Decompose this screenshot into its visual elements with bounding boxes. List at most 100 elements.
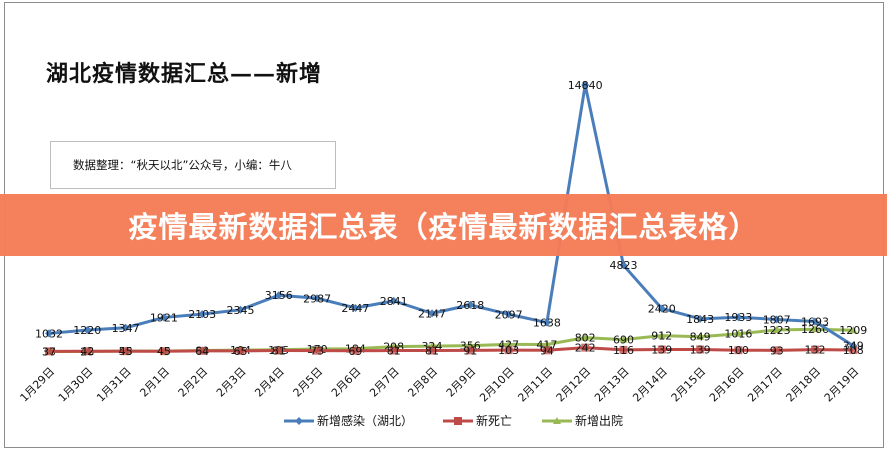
data-label: 45	[119, 345, 133, 358]
data-label: 94	[540, 344, 554, 357]
data-label: 73	[310, 345, 324, 358]
data-point-marker	[581, 81, 590, 89]
data-label: 81	[425, 345, 439, 358]
x-axis-tick-label: 2月2日	[176, 365, 211, 400]
data-label: 1209	[839, 324, 867, 337]
data-point-marker	[313, 294, 322, 303]
data-point-marker	[657, 345, 666, 354]
x-axis-tick-label: 2月8日	[405, 365, 440, 400]
data-point-marker	[351, 303, 360, 312]
data-label: 37	[42, 345, 56, 358]
diamond-marker-icon	[284, 416, 314, 425]
data-label: 2147	[418, 307, 446, 320]
x-axis-tick-label: 2月17日	[745, 365, 785, 405]
x-axis-tick-label: 2月1日	[137, 365, 172, 400]
data-label: 1032	[35, 327, 63, 340]
x-axis-tick-label: 2月18日	[784, 365, 824, 405]
data-label: 1933	[724, 311, 752, 324]
data-point-marker	[657, 331, 666, 339]
data-point-marker	[619, 335, 628, 343]
x-axis-tick-label: 2月5日	[291, 365, 326, 400]
x-axis-tick-label: 2月10日	[477, 365, 517, 405]
data-point-marker	[121, 347, 130, 356]
data-point-marker	[83, 347, 92, 356]
data-label: 2103	[188, 308, 216, 321]
data-point-marker	[45, 347, 53, 356]
data-point-marker	[734, 329, 743, 337]
data-point-marker	[236, 305, 245, 314]
data-point-marker	[581, 333, 590, 341]
data-point-marker	[849, 346, 858, 355]
data-point-marker	[811, 345, 819, 354]
data-label: 1347	[112, 322, 140, 335]
data-label: 65	[234, 345, 248, 358]
x-axis-tick-label: 2月7日	[367, 365, 402, 400]
data-label: 139	[651, 343, 672, 356]
x-axis-tick-label: 1月31日	[94, 365, 134, 405]
legend-label-discharges: 新增出院	[575, 414, 624, 428]
data-label: 2447	[341, 302, 369, 315]
x-axis-tick-label: 2月16日	[707, 365, 747, 405]
data-label: 42	[80, 345, 94, 358]
data-point-marker	[428, 309, 436, 318]
data-label: 1843	[686, 313, 714, 326]
data-label: 1223	[763, 324, 791, 337]
data-point-marker	[236, 346, 245, 355]
data-label: 132	[805, 344, 826, 357]
data-label: 1921	[150, 311, 178, 324]
chart-legend: 新增感染（湖北） 新死亡 新增出院	[284, 412, 623, 429]
square-marker-icon	[443, 416, 474, 425]
data-point-marker	[811, 317, 819, 326]
data-label: 349	[843, 340, 864, 353]
data-point-marker	[734, 313, 743, 322]
data-label: 2987	[303, 292, 331, 305]
data-label: 100	[728, 344, 749, 357]
data-point-marker	[734, 346, 743, 355]
data-point-marker	[466, 346, 475, 355]
data-label: 81	[387, 345, 401, 358]
triangle-marker-icon	[542, 416, 573, 424]
data-point-marker	[45, 329, 53, 338]
data-label: 2420	[648, 302, 676, 315]
data-point-marker	[274, 346, 283, 355]
x-axis-tick-label: 2月6日	[329, 365, 364, 400]
data-point-marker	[428, 346, 436, 355]
data-label: 81	[272, 345, 286, 358]
data-point-marker	[313, 346, 322, 355]
legend-item-deaths: 新死亡	[443, 412, 512, 429]
data-point-marker	[159, 347, 168, 356]
x-axis-tick-label: 1月30日	[56, 365, 96, 405]
legend-label-deaths: 新死亡	[476, 414, 513, 428]
x-axis-tick-label: 2月14日	[630, 365, 670, 405]
data-label: 108	[843, 344, 864, 357]
data-label: 1016	[724, 328, 752, 341]
data-label: 2345	[227, 304, 255, 317]
data-label: 4823	[610, 259, 638, 272]
data-label: 849	[690, 331, 711, 344]
data-point-marker	[619, 345, 628, 354]
data-label: 1807	[763, 313, 791, 326]
data-point-marker	[351, 346, 360, 355]
data-point-marker	[198, 310, 207, 319]
data-label: 417	[536, 338, 557, 351]
x-axis-tick-label: 2月9日	[444, 365, 479, 400]
data-label: 242	[575, 342, 596, 355]
data-label: 912	[651, 330, 672, 343]
data-point-marker	[504, 310, 513, 319]
data-label: 1693	[801, 316, 829, 329]
data-label: 2618	[456, 299, 484, 312]
data-label: 91	[463, 344, 477, 357]
data-label: 2097	[495, 308, 523, 321]
data-label: 93	[770, 344, 784, 357]
data-point-marker	[542, 340, 551, 348]
data-label: 103	[498, 344, 519, 357]
data-point-marker	[811, 325, 819, 333]
data-point-marker	[121, 323, 130, 332]
data-label: 64	[195, 345, 209, 358]
data-point-marker	[849, 341, 858, 350]
x-axis-tick-label: 2月15日	[669, 365, 709, 405]
data-point-marker	[542, 318, 551, 327]
data-point-marker	[542, 346, 551, 355]
data-label: 1220	[73, 324, 101, 337]
